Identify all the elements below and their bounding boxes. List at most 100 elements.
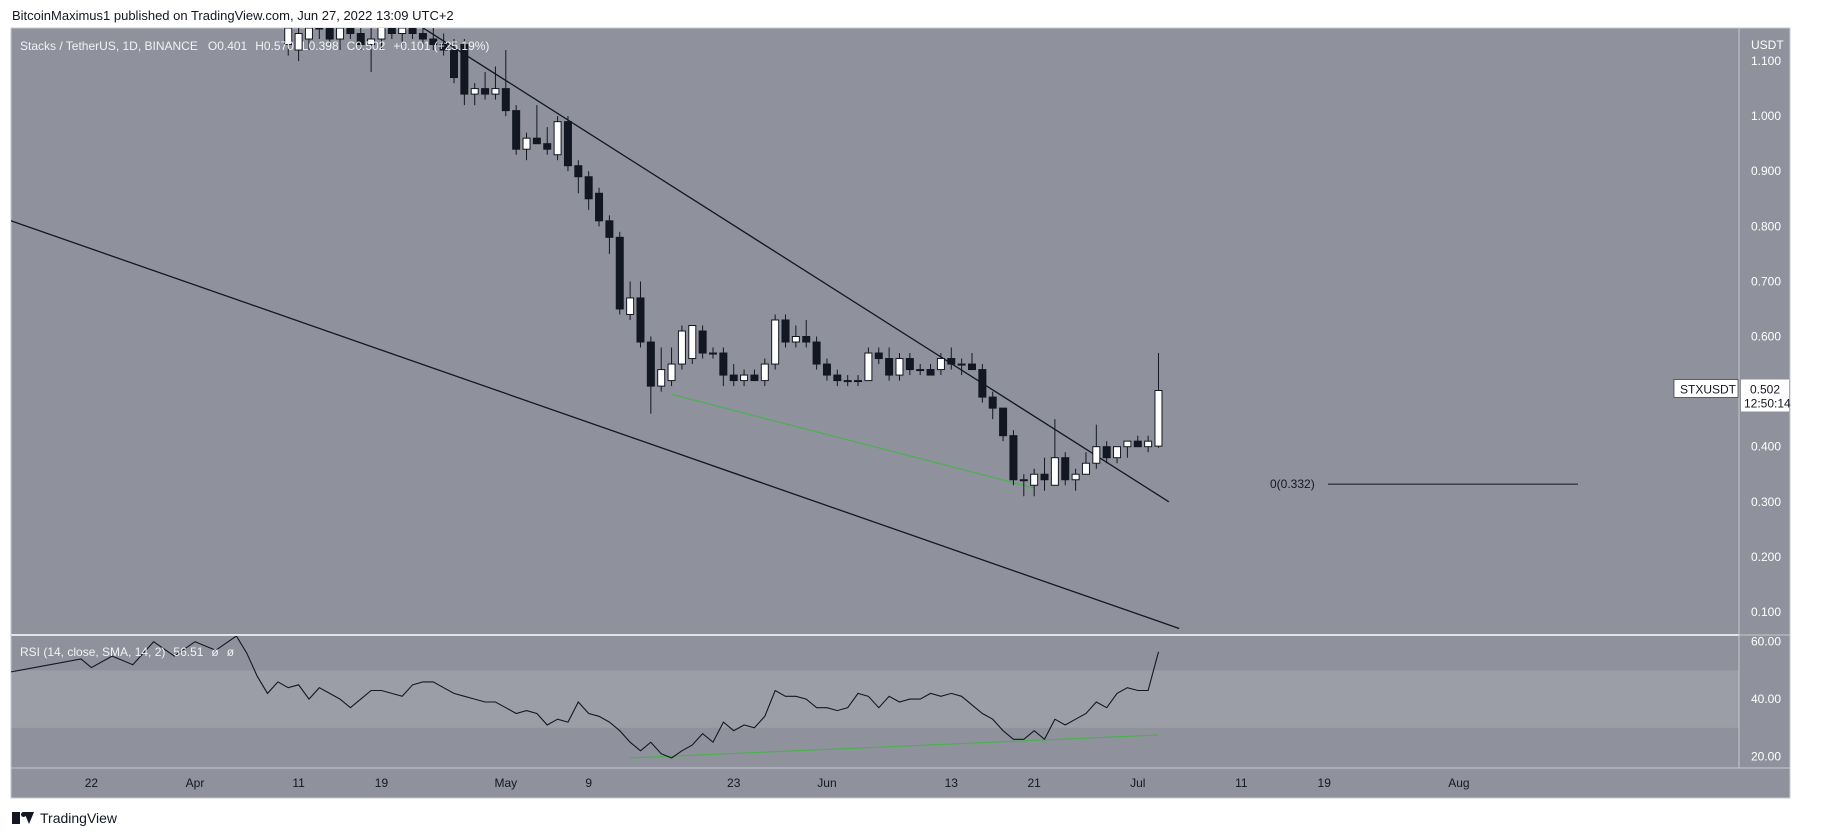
- candle-body: [470, 88, 479, 95]
- candle: [895, 353, 904, 381]
- candle-body: [439, 44, 448, 51]
- rsi-divergence-line[interactable]: [630, 734, 1159, 759]
- candle-body: [1061, 457, 1070, 481]
- price-tick-label: 0.900: [1751, 164, 1781, 178]
- legend-high-label: H: [255, 39, 264, 53]
- candle: [1009, 430, 1018, 486]
- candle: [304, 28, 313, 51]
- candle-body: [968, 363, 976, 371]
- candle: [595, 187, 604, 227]
- price-pane[interactable]: [11, 28, 1739, 634]
- candle-body: [1071, 473, 1080, 481]
- candle-body: [532, 137, 541, 145]
- candle: [812, 336, 821, 370]
- candle: [864, 347, 873, 382]
- time-tick-label: 21: [1027, 776, 1041, 790]
- candle-body: [1092, 446, 1101, 464]
- candle-body: [864, 352, 873, 382]
- price-tick-label: 0.100: [1751, 605, 1781, 619]
- candle-body: [719, 352, 728, 376]
- candle-body: [460, 44, 469, 95]
- candle-body: [491, 88, 500, 95]
- candle: [284, 28, 293, 56]
- candle-body: [574, 165, 583, 178]
- descending-support-line[interactable]: [0, 166, 1180, 630]
- candle: [1154, 353, 1163, 448]
- candle-body: [781, 319, 790, 343]
- candle-body: [957, 363, 966, 366]
- candle: [905, 353, 914, 376]
- candle: [719, 347, 728, 387]
- time-tick-label: Aug: [1448, 776, 1469, 790]
- candle-body: [284, 28, 293, 46]
- candle: [874, 347, 883, 365]
- candle-body: [771, 319, 780, 365]
- candle-body: [750, 374, 759, 382]
- time-tick-label: 13: [945, 776, 959, 790]
- candle: [294, 28, 303, 62]
- time-tick-label: Apr: [186, 776, 205, 790]
- candle: [481, 72, 490, 100]
- candle: [740, 369, 749, 387]
- candle: [698, 325, 707, 359]
- rsi-legend[interactable]: RSI (14, close, SMA, 14, 2) 56.51 ø ø: [20, 645, 235, 659]
- rsi-line[interactable]: [0, 636, 1160, 759]
- price-divergence-line[interactable]: [671, 393, 1035, 489]
- candle: [750, 369, 759, 382]
- candle: [709, 347, 717, 359]
- candle-body: [1154, 389, 1163, 447]
- candle-body: [916, 369, 925, 372]
- price-tick-label: 0.300: [1751, 495, 1781, 509]
- footer-branding[interactable]: TradingView: [12, 808, 117, 828]
- candle: [968, 353, 976, 371]
- candle: [999, 407, 1008, 442]
- candle: [843, 375, 852, 387]
- candle-body: [1040, 473, 1049, 481]
- rsi-extra-value: ø: [227, 645, 235, 659]
- candle-body: [346, 28, 355, 35]
- candle: [512, 105, 521, 155]
- published-by-line: BitcoinMaximus1 published on TradingView…: [12, 8, 454, 23]
- candle-body: [760, 363, 769, 382]
- candle: [1144, 435, 1153, 453]
- candle: [1071, 468, 1080, 491]
- candle: [563, 116, 572, 172]
- candle-body: [688, 324, 697, 360]
- candle: [460, 39, 469, 106]
- legend-high-value: 0.570: [264, 39, 294, 53]
- bar-countdown: 12:50:14: [1744, 396, 1791, 410]
- candle-body: [698, 330, 707, 354]
- time-axis[interactable]: [11, 768, 1790, 798]
- candle-body: [833, 374, 842, 382]
- candle-body: [874, 352, 883, 360]
- candle-body: [905, 358, 914, 371]
- candle-body: [336, 28, 345, 40]
- candle-body: [605, 220, 614, 238]
- time-tick-label: 11: [292, 776, 305, 790]
- legend-low-value: 0.398: [309, 39, 339, 53]
- candle-body: [522, 137, 531, 150]
- trendlines-layer: [0, 0, 1180, 759]
- candle-body: [667, 363, 676, 382]
- candle-body: [294, 33, 303, 51]
- legend-open-label: O: [208, 39, 217, 53]
- candle-body: [791, 336, 800, 343]
- descending-resistance-line[interactable]: [371, 0, 1170, 503]
- candle-body: [356, 33, 365, 46]
- candle: [657, 347, 666, 392]
- candle: [947, 347, 956, 370]
- candle-body: [636, 297, 645, 343]
- tradingview-logo-icon: [12, 811, 34, 825]
- price-legend[interactable]: Stacks / TetherUS, 1D, BINANCE O0.401 H0.5…: [20, 39, 489, 53]
- candle: [626, 281, 635, 320]
- last-price-tag: [1741, 379, 1789, 412]
- candle: [470, 83, 479, 106]
- legend-close-value: 0.502: [355, 39, 385, 53]
- candle: [781, 314, 790, 348]
- candle: [1050, 419, 1059, 486]
- candle-body: [677, 330, 686, 365]
- candle: [1133, 435, 1142, 448]
- candle: [1081, 452, 1090, 475]
- time-tick-label: 23: [727, 776, 741, 790]
